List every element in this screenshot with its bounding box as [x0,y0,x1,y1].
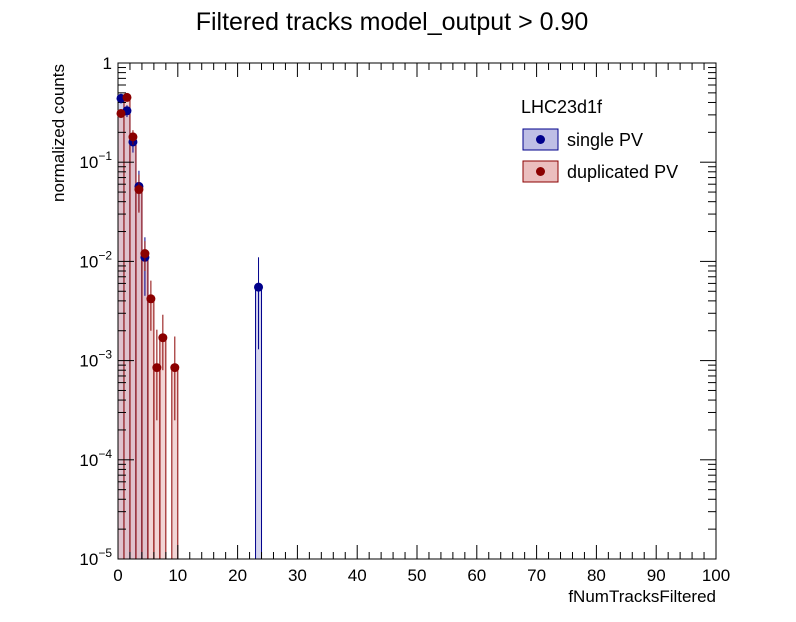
x-tick-label: 90 [647,566,666,585]
data-point-duplicated-pv [134,185,144,195]
hist-bar-duplicated-pv [141,253,148,559]
legend-label-single-pv: single PV [567,130,643,150]
hist-bar-duplicated-pv [118,113,124,560]
data-point-duplicated-pv [140,249,150,259]
hist-bar-duplicated-pv [147,298,154,559]
x-tick-label: 40 [348,566,367,585]
y-tick-label: 10−1 [79,149,112,172]
y-tick-label: 1 [103,54,112,73]
x-tick-label: 50 [408,566,427,585]
data-point-duplicated-pv [170,363,180,373]
data-point-duplicated-pv [128,132,138,142]
hist-bar-duplicated-pv [171,367,178,559]
data-markers-layer [116,92,264,421]
data-point-duplicated-pv [116,108,126,118]
y-axis-label: normalized counts [49,64,68,202]
legend-entry-duplicated-pv: duplicated PV [522,160,678,183]
legend-label-duplicated-pv: duplicated PV [567,162,678,182]
y-tick-label: 10−5 [79,546,112,569]
x-tick-label: 30 [288,566,307,585]
legend-title: LHC23d1f [521,97,603,117]
y-tick-label: 10−4 [79,447,112,470]
legend-marker-duplicated-pv [536,167,545,176]
hist-bar-single-pv [255,287,262,559]
legend-entry-single-pv: single PV [522,128,643,151]
x-tick-label: 70 [527,566,546,585]
hist-bar-duplicated-pv [153,367,160,559]
x-tick-label: 80 [587,566,606,585]
hist-bar-duplicated-pv [129,136,136,560]
x-tick-label: 10 [168,566,187,585]
hist-bar-duplicated-pv [123,97,130,560]
data-point-duplicated-pv [152,363,162,373]
histogram-bars-layer [117,96,263,560]
x-tick-label: 100 [702,566,730,585]
chart-title: Filtered tracks model_output > 0.90 [196,8,589,36]
x-tick-label: 20 [228,566,247,585]
legend-marker-single-pv [536,135,545,144]
data-point-duplicated-pv [158,333,168,343]
legend: LHC23d1f single PV duplicated PV [521,97,678,183]
x-tick-label: 0 [113,566,122,585]
data-point-duplicated-pv [122,92,132,102]
x-tick-label: 60 [467,566,486,585]
data-point-single-pv [254,282,264,292]
y-tick-label: 10−2 [79,248,112,271]
hist-bar-duplicated-pv [159,337,166,559]
x-axis-label: fNumTracksFiltered [568,587,716,606]
hist-bar-duplicated-pv [135,189,142,560]
y-tick-label: 10−3 [79,348,112,371]
data-point-duplicated-pv [146,294,156,304]
axis-ticks: 0 10 20 30 40 50 60 70 80 90 100 10−5 10−4 10−3 10−2 10… [79,54,730,585]
